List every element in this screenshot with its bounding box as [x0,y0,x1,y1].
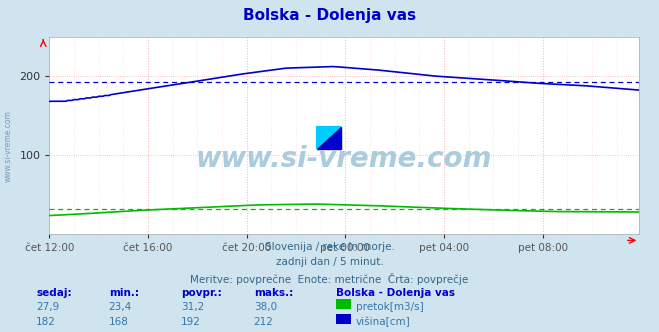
Text: Bolska - Dolenja vas: Bolska - Dolenja vas [336,288,455,298]
Text: www.si-vreme.com: www.si-vreme.com [196,145,492,173]
Text: pretok[m3/s]: pretok[m3/s] [356,302,424,312]
Text: 212: 212 [254,317,273,327]
Text: Meritve: povprečne  Enote: metrične  Črta: povprečje: Meritve: povprečne Enote: metrične Črta:… [190,273,469,285]
Text: 182: 182 [36,317,56,327]
Text: 38,0: 38,0 [254,302,277,312]
Text: višina[cm]: višina[cm] [356,316,411,327]
Text: Slovenija / reke in morje.: Slovenija / reke in morje. [264,242,395,252]
Text: zadnji dan / 5 minut.: zadnji dan / 5 minut. [275,257,384,267]
Text: min.:: min.: [109,288,139,298]
Text: 27,9: 27,9 [36,302,59,312]
Text: Bolska - Dolenja vas: Bolska - Dolenja vas [243,8,416,23]
Text: povpr.:: povpr.: [181,288,222,298]
Text: 23,4: 23,4 [109,302,132,312]
Text: sedaj:: sedaj: [36,288,72,298]
Text: 168: 168 [109,317,129,327]
Text: maks.:: maks.: [254,288,293,298]
Polygon shape [316,126,341,149]
Text: 31,2: 31,2 [181,302,204,312]
Polygon shape [316,126,341,149]
Bar [316,126,341,149]
Text: 192: 192 [181,317,201,327]
Text: www.si-vreme.com: www.si-vreme.com [3,110,13,182]
